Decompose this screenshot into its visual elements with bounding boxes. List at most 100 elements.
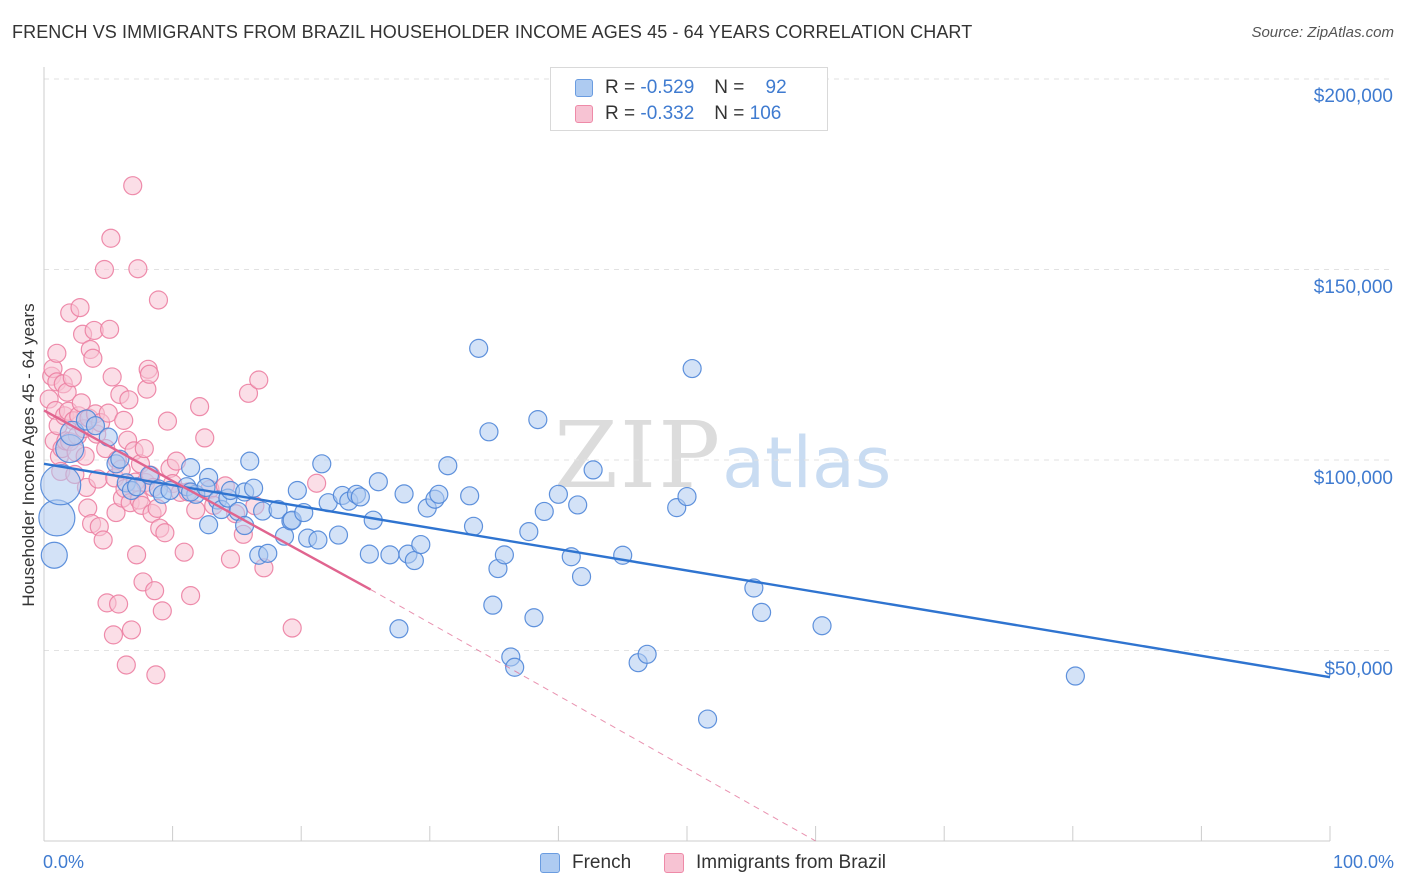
french-point-75 (528, 410, 548, 430)
french-point-87 (682, 358, 702, 379)
french-point-40 (287, 480, 307, 501)
brazil-point-87 (155, 523, 175, 543)
brazil-point-45 (98, 403, 118, 423)
french-point-81 (583, 460, 603, 480)
brazil-point-86 (152, 601, 172, 621)
french-point-59 (411, 534, 431, 555)
brazil-point-30 (78, 498, 98, 518)
brazil-point-84 (148, 290, 169, 310)
brazil-point-95 (181, 586, 201, 606)
french-point-65 (463, 516, 484, 536)
french-point-63 (438, 456, 458, 476)
french-point-72 (505, 657, 525, 677)
watermark-atlas: atlas (722, 422, 892, 504)
brazil-point-24 (70, 298, 90, 318)
french-point-1 (38, 499, 76, 537)
french-point-53 (368, 472, 388, 492)
correlation-legend: R = -0.529 N = 92 R = -0.332 N = 106 (550, 67, 828, 131)
french-point-90 (751, 602, 772, 623)
french-point-86 (677, 486, 697, 507)
brazil-point-46 (99, 319, 120, 339)
chart-title: FRENCH VS IMMIGRANTS FROM BRAZIL HOUSEHO… (12, 22, 973, 42)
french-point-91 (812, 616, 832, 636)
french-point-44 (312, 454, 332, 474)
french-point-55 (389, 619, 409, 639)
legend-item-french[interactable]: French (540, 852, 631, 874)
french-point-70 (494, 545, 514, 565)
french-point-84 (637, 644, 657, 664)
brazil-point-73 (134, 438, 154, 459)
french-swatch (575, 79, 593, 97)
french-point-2 (40, 464, 82, 506)
french-trend-line (43, 462, 1331, 679)
brazil-n-value: 106 (749, 103, 782, 124)
brazil-point-64 (123, 176, 143, 196)
y-tick-label-150000: $150,000 (1313, 277, 1393, 298)
brazil-point-63 (121, 620, 142, 640)
r-label: R = (605, 103, 636, 124)
french-point-64 (460, 486, 480, 506)
brazil-point-81 (144, 581, 165, 601)
brazil-point-110 (307, 473, 327, 493)
french-legend-swatch (540, 853, 560, 873)
brazil-point-41 (93, 530, 113, 550)
brazil-point-88 (157, 411, 178, 431)
brazil-point-67 (126, 545, 147, 565)
brazil-trend-line (43, 409, 372, 591)
y-tick-label-50000: $50,000 (1324, 659, 1393, 680)
french-point-6 (85, 416, 106, 436)
french-point-88 (697, 709, 718, 729)
french-point-79 (568, 495, 588, 515)
brazil-point-18 (62, 368, 82, 388)
brazil-point-61 (119, 390, 139, 410)
french-n-value: 92 (765, 77, 787, 98)
brazil-r-value: -0.332 (640, 103, 695, 124)
french-point-32 (244, 478, 264, 498)
brazil-point-57 (114, 410, 134, 430)
french-point-67 (479, 422, 499, 442)
french-point-0 (40, 541, 68, 569)
brazil-point-68 (128, 259, 148, 279)
french-point-58 (404, 550, 424, 571)
brazil-point-49 (103, 625, 124, 645)
x-tick-label-max: 100.0% (1332, 852, 1394, 872)
french-point-76 (534, 501, 554, 522)
brazil-point-34 (83, 348, 103, 368)
french-point-68 (483, 595, 503, 615)
x-tick-label-min: 0.0% (43, 852, 85, 872)
brazil-trend-extension (370, 589, 816, 842)
french-point-17 (181, 458, 201, 478)
legend-row-brazil: R = -0.332 N = 106 (575, 102, 781, 126)
french-point-74 (524, 608, 544, 628)
brazil-point-97 (190, 397, 210, 417)
french-point-56 (394, 484, 414, 504)
french-point-25 (199, 515, 219, 535)
brazil-point-59 (116, 655, 136, 675)
brazil-point-47 (101, 228, 121, 248)
french-point-35 (258, 543, 278, 563)
brazil-swatch (575, 105, 593, 123)
brazil-point-53 (108, 594, 129, 614)
french-point-50 (350, 487, 370, 507)
n-label: N = (714, 103, 745, 124)
brazil-point-102 (220, 549, 241, 569)
french-point-52 (359, 544, 379, 564)
french-point-80 (571, 566, 592, 587)
brazil-point-93 (174, 542, 194, 562)
brazil-point-48 (102, 367, 122, 387)
legend-item-brazil[interactable]: Immigrants from Brazil (664, 852, 886, 874)
french-point-12 (126, 477, 147, 497)
french-legend-label: French (572, 852, 632, 873)
brazil-point-109 (282, 618, 302, 638)
french-point-73 (519, 522, 539, 542)
n-label: N = (714, 77, 745, 98)
french-point-46 (328, 525, 349, 545)
legend-row-french: R = -0.529 N = 92 (575, 76, 787, 100)
y-tick-label-100000: $100,000 (1313, 468, 1393, 489)
y-axis-label: Householder Income Ages 45 - 64 years (19, 303, 38, 607)
french-r-value: -0.529 (640, 77, 695, 98)
french-point-43 (308, 530, 328, 550)
french-point-36 (268, 499, 288, 520)
brazil-point-42 (94, 259, 115, 280)
